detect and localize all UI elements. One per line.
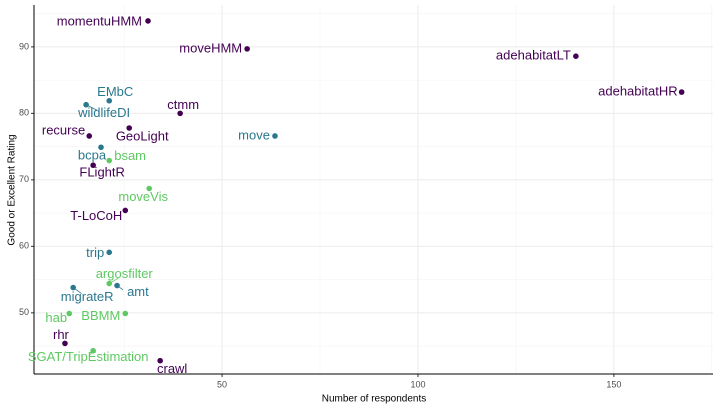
y-tick-label: 70 — [19, 174, 29, 184]
point — [177, 110, 183, 117]
point — [106, 97, 113, 104]
point — [114, 282, 120, 289]
x-tick-label: 50 — [217, 379, 227, 389]
point — [678, 89, 685, 95]
point — [244, 46, 250, 52]
point — [83, 101, 89, 108]
y-tick-label: 80 — [19, 108, 29, 118]
point — [106, 157, 113, 164]
point-label: FLightR — [79, 165, 125, 180]
y-tick-label: 50 — [19, 307, 29, 317]
point-label: SGAT/TripEstimation — [28, 349, 149, 364]
point-label: bcpa — [78, 148, 107, 163]
point-label: amt — [127, 284, 149, 299]
x-tick-label: 100 — [410, 379, 425, 389]
point — [573, 53, 579, 59]
point-label: recurse — [42, 122, 85, 137]
point-label: wildlifeDI — [77, 105, 130, 120]
point-label: trip — [86, 245, 104, 260]
point-label: moveVis — [118, 189, 168, 204]
point-label: argosfilter — [96, 266, 154, 281]
point-label: migrateR — [61, 289, 114, 304]
point — [157, 357, 163, 364]
point-label: ctmm — [167, 97, 199, 112]
point — [122, 207, 129, 214]
point — [66, 310, 73, 317]
point — [146, 185, 152, 192]
point-label: T-LoCoH — [70, 208, 122, 223]
point — [145, 18, 151, 24]
point — [62, 340, 68, 347]
point-label: BBMM — [81, 308, 120, 323]
point — [272, 133, 278, 139]
point — [86, 133, 93, 139]
point-label: crawl — [157, 361, 187, 376]
point — [98, 144, 104, 151]
point-label: EMbC — [97, 84, 133, 99]
point — [90, 347, 96, 354]
point — [126, 125, 133, 131]
y-tick-label: 90 — [19, 41, 29, 51]
x-tick-label: 150 — [606, 379, 621, 389]
y-axis-title: Good or Excellent Rating — [7, 134, 18, 245]
y-tick-label: 60 — [19, 241, 29, 251]
point-label: adehabitatLT — [496, 48, 571, 63]
point — [106, 249, 113, 256]
point-label: GeoLight — [116, 128, 169, 143]
point-label: momentuHMM — [57, 13, 142, 28]
point-label: moveHMM — [179, 40, 242, 55]
point — [122, 310, 129, 317]
x-axis-title: Number of respondents — [322, 394, 427, 405]
point — [90, 162, 96, 169]
point-label: move — [238, 127, 270, 142]
point-label: hab — [45, 310, 67, 325]
point-label: bsam — [114, 148, 146, 163]
point — [70, 284, 76, 291]
point — [106, 280, 113, 287]
point-label: rhr — [53, 327, 70, 342]
point-label: adehabitatHR — [598, 84, 678, 99]
